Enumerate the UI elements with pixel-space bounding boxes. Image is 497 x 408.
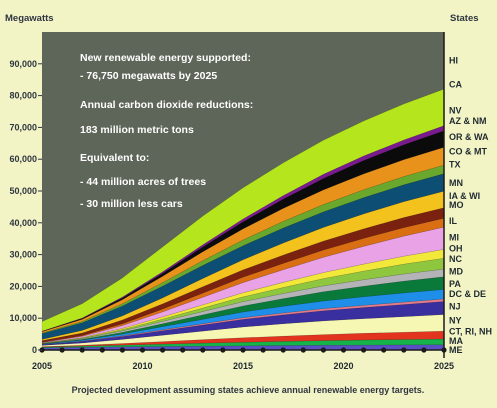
annotation-line: Annual carbon dioxide reductions: [80, 99, 253, 111]
state-label-az-nm: AZ & NM [449, 116, 487, 126]
state-label-tx: TX [449, 160, 461, 170]
y-tick-label: 40,000 [9, 218, 37, 228]
state-label-dc-de: DC & DE [449, 289, 486, 299]
annotation-line: Equivalent to: [80, 152, 149, 164]
y-tick-label: 80,000 [9, 91, 37, 101]
state-label-mo: MO [449, 200, 464, 210]
y-axis-ticks: 0 10,000 20,000 30,000 40,000 50,000 60,000 70,… [9, 59, 42, 355]
state-label-ct-ri-nh: CT, RI, NH [449, 327, 492, 337]
y-tick-label: 0 [32, 345, 37, 355]
state-label-oh: OH [449, 244, 463, 254]
state-label-co-mt: CO & MT [449, 146, 487, 156]
state-label-or-wa: OR & WA [449, 132, 489, 142]
y-tick-label: 20,000 [9, 281, 37, 291]
y-tick-label: 70,000 [9, 122, 37, 132]
state-label-me: ME [449, 345, 463, 355]
state-label-mi: MI [449, 232, 459, 242]
state-label-nv: NV [449, 106, 462, 116]
y-tick-label: 50,000 [9, 186, 37, 196]
state-label-mn: MN [449, 178, 463, 188]
annotation-line: New renewable energy supported: [80, 52, 251, 64]
y-tick-label: 30,000 [9, 250, 37, 260]
annotation-line: 183 million metric tons [80, 124, 194, 136]
x-tick-label: 2025 [434, 361, 454, 371]
annotation-block: New renewable energy supported: - 76,750 … [80, 52, 253, 210]
y-tick-label: 90,000 [9, 59, 37, 69]
series-areas [41, 88, 445, 351]
x-tick-label: 2020 [333, 361, 353, 371]
state-label-nc: NC [449, 254, 462, 264]
x-axis-ticks: 2005 2010 2015 2020 2025 [32, 361, 454, 371]
y-axis-title: Megawatts [5, 13, 54, 24]
chart-footnote: Projected development assuming states ac… [72, 385, 425, 395]
state-label-ma: MA [449, 336, 463, 346]
state-label-ca: CA [449, 79, 462, 89]
legend-title: States [450, 13, 479, 24]
state-label-pa: PA [449, 279, 461, 289]
state-label-md: MD [449, 266, 463, 276]
state-label-hi: HI [449, 56, 458, 66]
x-tick-label: 2005 [32, 361, 52, 371]
annotation-line: - 76,750 megawatts by 2025 [80, 70, 217, 82]
x-tick-label: 2010 [132, 361, 152, 371]
annotation-line: - 44 million acres of trees [80, 176, 206, 188]
state-label-ia-wi: IA & WI [449, 191, 480, 201]
annotation-line: - 30 million less cars [80, 198, 183, 210]
state-label-il: IL [449, 216, 458, 226]
state-label-nj: NJ [449, 301, 461, 311]
y-tick-label: 60,000 [9, 154, 37, 164]
state-label-ny: NY [449, 315, 462, 325]
x-tick-label: 2015 [233, 361, 253, 371]
y-tick-label: 10,000 [9, 313, 37, 323]
